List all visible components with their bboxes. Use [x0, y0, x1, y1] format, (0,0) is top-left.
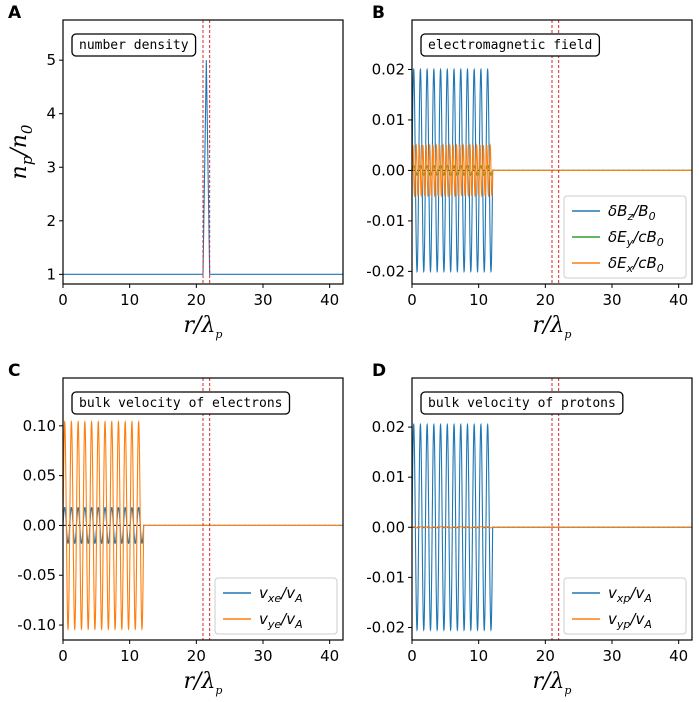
legend-frame: [214, 577, 338, 635]
panel-D: D 0 10 20 30 40 -0.02 -0.01 0.00 0.01 0.02 r/λp bulk…: [366, 361, 693, 697]
y-tick-label: 0.01: [372, 111, 405, 129]
x-tick-label: 20: [536, 291, 555, 309]
y-tick-label: -0.10: [17, 616, 56, 634]
x-tick-label: 0: [58, 291, 68, 309]
y-tick-label: 5: [46, 51, 56, 69]
series-vyp/vA: [412, 526, 692, 529]
y-tick-label: 0.00: [372, 518, 405, 536]
plot-area: [63, 378, 343, 640]
y-tick-label: 2: [46, 212, 56, 230]
title-box-frame: [420, 391, 624, 415]
x-tick-label: 30: [602, 291, 621, 309]
x-axis-label: r/λp: [184, 669, 223, 697]
x-tick-label: 30: [253, 647, 272, 665]
y-tick-label: -0.02: [366, 262, 405, 280]
title-box-frame: [71, 391, 291, 415]
legend-label: δBz/B0: [608, 202, 656, 223]
title-box-frame: [71, 33, 197, 57]
title-box-text: number density: [79, 38, 189, 53]
y-tick-label: 0.00: [372, 161, 405, 179]
title-box: bulk velocity of protons: [420, 391, 624, 415]
axes-frame: [411, 19, 693, 285]
y-axis-label: np/n0: [7, 124, 36, 179]
x-tick-label: 0: [407, 647, 417, 665]
y-tick-label: 0.01: [372, 468, 405, 486]
x-axis-label: r/λp: [533, 669, 572, 697]
legend: vxe/vA vye/vA: [214, 577, 338, 635]
x-tick-label: 30: [253, 291, 272, 309]
x-tick-label: 20: [187, 647, 206, 665]
x-tick-label: 30: [602, 647, 621, 665]
axes-frame: [411, 377, 693, 641]
series-vxp/vA: [412, 422, 692, 632]
plot-area: [412, 378, 692, 640]
y-tick-label: 3: [46, 158, 56, 176]
panel-label: D: [372, 361, 386, 381]
x-tick-label: 10: [469, 647, 488, 665]
x-tick-label: 20: [536, 647, 555, 665]
x-axis-label: r/λp: [184, 313, 223, 341]
legend-frame: [563, 195, 687, 279]
legend-label: δEx/cB0: [608, 254, 664, 275]
legend: δBz/B0 δEy/cB0 δEx/cB0: [563, 195, 687, 279]
x-axis-label: r/λp: [533, 313, 572, 341]
x-tick-label: 20: [187, 291, 206, 309]
y-tick-label: 0.02: [372, 60, 405, 78]
x-tick-label: 10: [120, 291, 139, 309]
y-tick-label: -0.01: [366, 568, 405, 586]
y-tick-label: 0.10: [23, 417, 56, 435]
x-tick-label: 0: [58, 647, 68, 665]
y-tick-label: 0.00: [23, 516, 56, 534]
x-tick-label: 40: [669, 647, 688, 665]
legend-label: vxp/vA: [608, 584, 652, 605]
legend: vxp/vA vyp/vA: [563, 577, 687, 635]
x-tick-label: 10: [120, 647, 139, 665]
panel-C: C 0 10 20 30 40 -0.10 -0.05 0.00 0.05 0.10 r/λp bulk…: [8, 361, 344, 697]
legend-frame: [563, 577, 687, 635]
title-box: electromagnetic field: [420, 33, 601, 57]
panel-label: A: [8, 3, 22, 23]
x-tick-label: 40: [320, 291, 339, 309]
y-tick-label: 1: [46, 265, 56, 283]
x-tick-label: 40: [320, 647, 339, 665]
title-box-frame: [420, 33, 601, 57]
series-δEx/cB0: [412, 143, 692, 198]
panel-B: B 0 10 20 30 40 -0.02 -0.01 0.00 0.01 0.02 r/λp elec…: [366, 3, 693, 341]
legend-label: δEy/cB0: [608, 228, 664, 249]
plot-area: [412, 20, 692, 284]
axes-frame: [62, 377, 344, 641]
panel-label: B: [372, 3, 385, 23]
series-vye/vA: [63, 420, 343, 631]
legend-label: vyp/vA: [608, 610, 652, 631]
legend-label: vye/vA: [259, 610, 303, 631]
legend-label: vxe/vA: [259, 584, 303, 605]
panel-A: A 0 10 20 30 40 1 2 3 4 5 r/λp np/n0 number density: [7, 3, 344, 341]
title-box-text: bulk velocity of protons: [428, 396, 616, 411]
y-tick-label: 0.05: [23, 467, 56, 485]
y-tick-label: 0.02: [372, 418, 405, 436]
x-tick-label: 40: [669, 291, 688, 309]
x-tick-label: 10: [469, 291, 488, 309]
y-tick-label: -0.05: [17, 566, 56, 584]
title-box-text: electromagnetic field: [428, 38, 592, 53]
y-tick-label: -0.02: [366, 618, 405, 636]
series-n_p/n_0: [63, 60, 343, 275]
title-box-text: bulk velocity of electrons: [79, 396, 283, 411]
y-tick-label: 4: [46, 105, 56, 123]
y-tick-label: -0.01: [366, 212, 405, 230]
title-box: number density: [71, 33, 197, 57]
x-tick-label: 0: [407, 291, 417, 309]
plot-area: [63, 20, 343, 284]
axes-frame: [62, 19, 344, 285]
panel-label: C: [8, 361, 20, 381]
title-box: bulk velocity of electrons: [71, 391, 291, 415]
